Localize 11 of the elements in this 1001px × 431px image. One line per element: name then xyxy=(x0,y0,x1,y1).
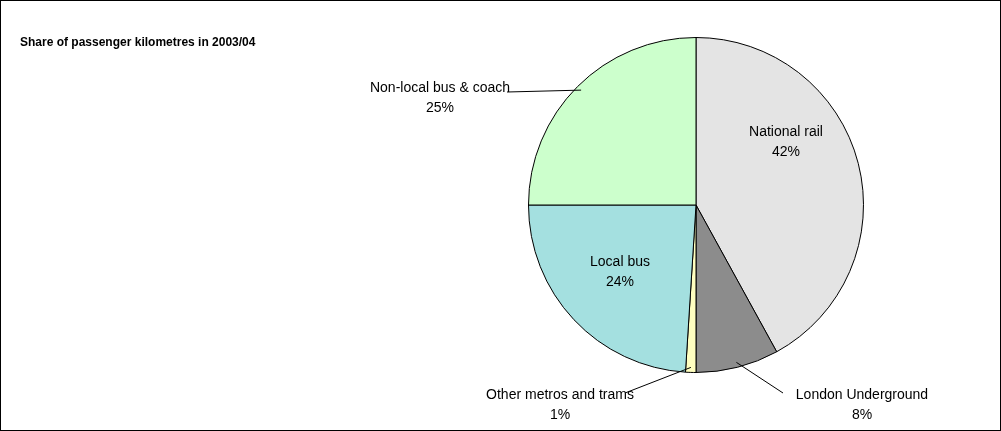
slice-label: London Underground xyxy=(795,385,929,402)
data-label: 24% xyxy=(605,272,635,289)
slice-label: Other metros and trams xyxy=(486,385,634,402)
text: Share of passenger kilometres in 2003/04 xyxy=(20,35,256,50)
slice-label: Non-local bus & coach xyxy=(369,78,511,95)
data-label: 8% xyxy=(851,405,873,422)
slice-label: Local bus xyxy=(590,252,650,269)
data-label: 42% xyxy=(771,142,801,159)
slice-label: National rail xyxy=(749,122,823,139)
data-label: 1% xyxy=(549,405,571,422)
data-label: 25% xyxy=(425,98,455,115)
